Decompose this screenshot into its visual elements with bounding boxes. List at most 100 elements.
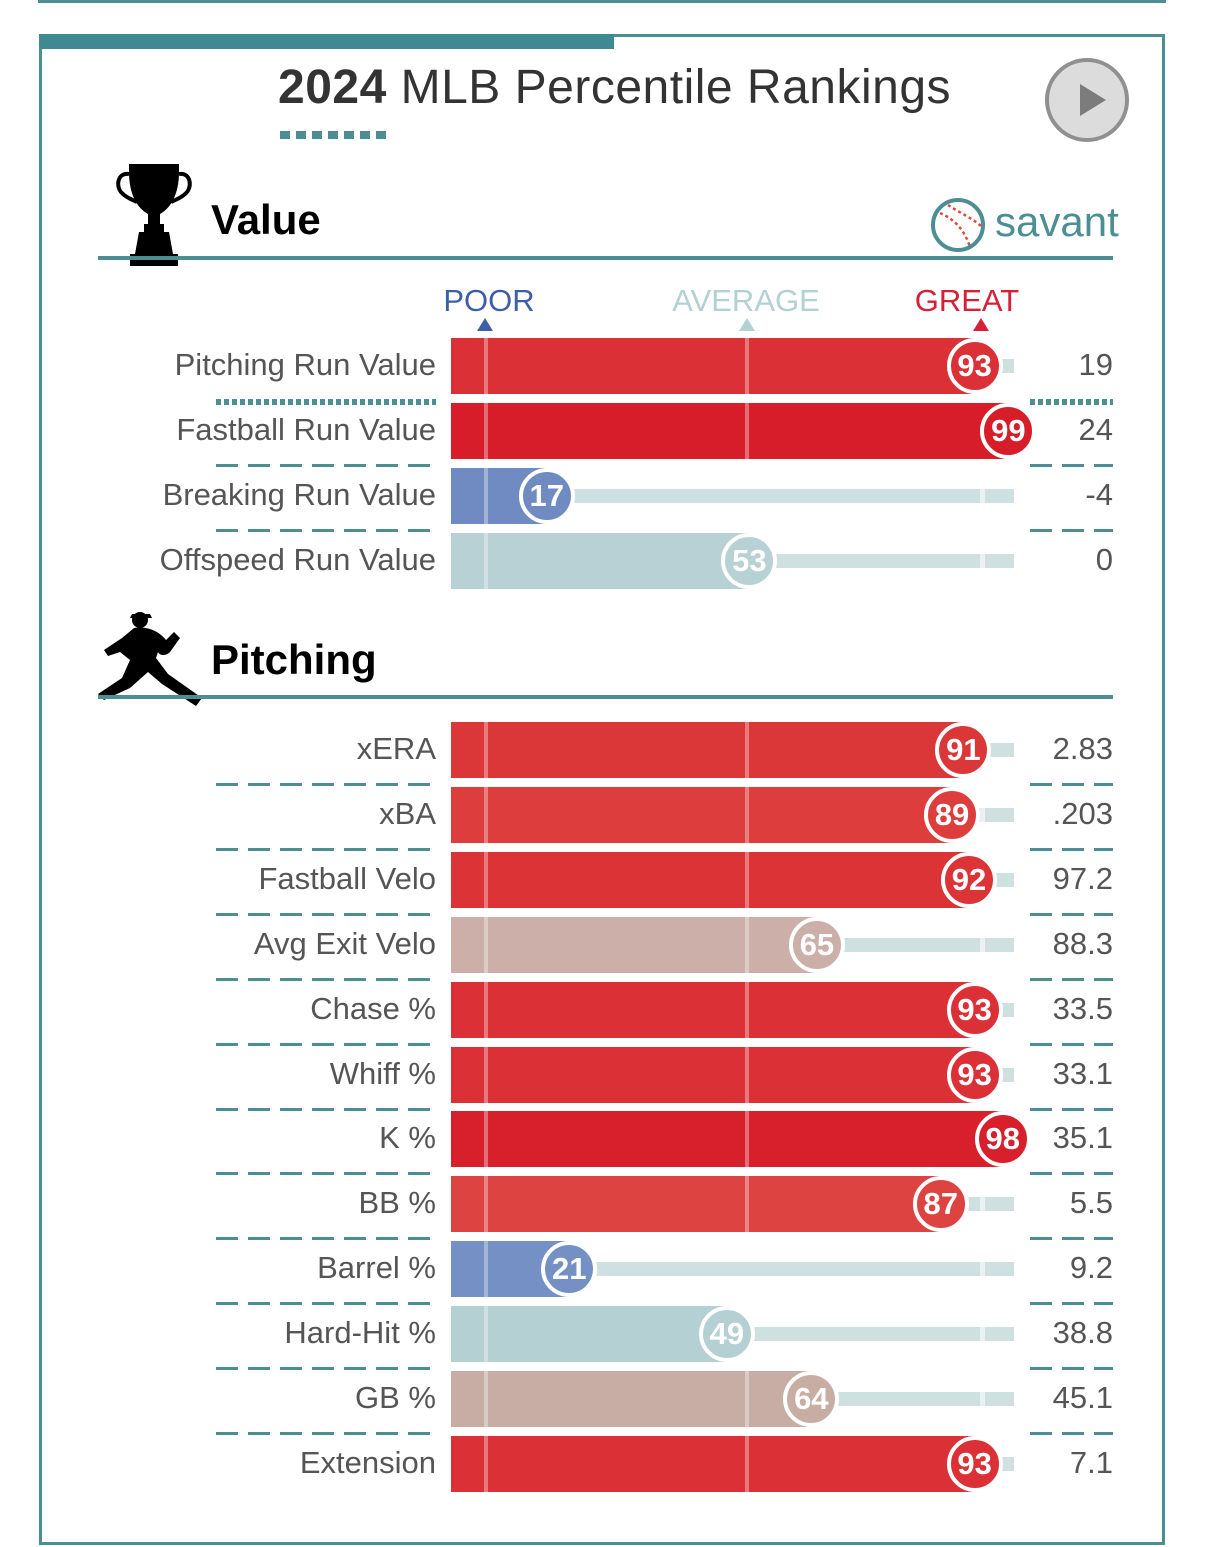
metric-value-extension: 7.1 <box>1069 1444 1113 1480</box>
row-separator-left-k <box>216 1172 436 1176</box>
percentile-barrel: 21 <box>541 1241 598 1298</box>
metric-value-k: 35.1 <box>1052 1120 1113 1156</box>
bar-gridline-whiff-0 <box>484 1046 488 1103</box>
title-year: 2024 <box>278 61 387 114</box>
metric-label-xera: xERA <box>356 731 436 766</box>
bar-gridline-xera-0 <box>484 722 488 778</box>
row-separator-left-breaking-run-value <box>216 528 436 532</box>
section-title-value: Value <box>211 196 321 243</box>
percentile-k: 98 <box>974 1111 1031 1168</box>
track-tick-barrel <box>980 1262 985 1277</box>
track-tick-xba <box>980 807 985 822</box>
percentile-offspeed-run-value: 53 <box>721 532 778 589</box>
row-separator-left-xba <box>216 847 436 851</box>
row-separator-right-fastball-velo <box>1030 912 1113 916</box>
metric-value-pitching-run-value: 19 <box>1078 347 1113 382</box>
row-separator-right-barrel <box>1030 1302 1113 1306</box>
bar-gridline-k-1 <box>745 1111 749 1168</box>
percentile-chase: 93 <box>946 981 1003 1038</box>
bar-gridline-whiff-1 <box>745 1046 749 1103</box>
row-separator-left-barrel <box>216 1302 436 1306</box>
play-button[interactable] <box>1045 58 1129 142</box>
row-separator-left-fastball-velo <box>216 912 436 916</box>
percentile-fastball-run-value: 99 <box>980 402 1037 459</box>
bar-whiff <box>451 1046 975 1103</box>
bar-gridline-chase-0 <box>484 981 488 1038</box>
bar-gridline-bb-1 <box>745 1176 749 1233</box>
percentile-gb: 64 <box>783 1371 840 1427</box>
metric-label-fastball-run-value: Fastball Run Value <box>176 411 436 447</box>
track-tick-breaking-run-value <box>980 488 985 503</box>
metric-value-hard-hit: 38.8 <box>1052 1315 1113 1351</box>
metric-label-offspeed-run-value: Offspeed Run Value <box>159 541 436 577</box>
metric-label-barrel: Barrel % <box>317 1250 436 1286</box>
percentile-bb: 87 <box>912 1176 969 1233</box>
track-breaking-run-value <box>451 488 1014 503</box>
metric-label-k: K % <box>379 1120 436 1156</box>
poor-marker-icon <box>477 318 493 331</box>
row-separator-left-bb <box>216 1237 436 1241</box>
metric-value-avg-exit-velo: 88.3 <box>1052 925 1113 961</box>
row-separator-left-whiff <box>216 1107 436 1111</box>
row-separator-right-xera <box>1030 783 1113 786</box>
track-tick-hard-hit <box>980 1327 985 1342</box>
bar-gridline-breaking-run-value-0 <box>484 467 488 524</box>
savant-baseball-icon <box>931 198 985 252</box>
title-underline <box>280 131 388 139</box>
bar-xera <box>451 722 964 778</box>
bar-bb <box>451 1176 941 1233</box>
metric-value-xba: .203 <box>1052 795 1113 831</box>
bar-gridline-hard-hit-0 <box>484 1306 488 1363</box>
metric-value-barrel: 9.2 <box>1069 1250 1113 1286</box>
row-separator-right-whiff <box>1030 1107 1113 1111</box>
row-separator-right-xba <box>1030 847 1113 851</box>
percentile-avg-exit-velo: 65 <box>788 916 845 973</box>
percentile-whiff: 93 <box>946 1046 1003 1103</box>
bar-avg-exit-velo <box>451 916 817 973</box>
row-separator-right-hard-hit <box>1030 1367 1113 1371</box>
metric-label-xba: xBA <box>379 795 436 831</box>
metric-value-gb: 45.1 <box>1052 1380 1113 1415</box>
metric-value-chase: 33.5 <box>1052 990 1113 1026</box>
card-accent-bar <box>39 34 614 49</box>
bar-gridline-fastball-velo-0 <box>484 851 488 908</box>
row-separator-right-fastball-run-value <box>1030 463 1113 467</box>
track-tick-avg-exit-velo <box>980 937 985 952</box>
bar-gridline-gb-1 <box>745 1371 749 1427</box>
bar-extension <box>451 1435 975 1492</box>
row-separator-right-pitching-run-value <box>1030 399 1113 405</box>
bar-gridline-xba-0 <box>484 786 488 843</box>
bar-gridline-bb-0 <box>484 1176 488 1233</box>
row-separator-left-chase <box>216 1042 436 1046</box>
metric-label-fastball-velo: Fastball Velo <box>258 860 437 896</box>
savant-brand-text: savant <box>995 198 1119 245</box>
title-text: MLB Percentile Rankings <box>386 61 952 114</box>
track-tick-gb <box>980 1392 985 1406</box>
bar-fastball-velo <box>451 851 969 908</box>
bar-hard-hit <box>451 1306 727 1363</box>
percentile-extension: 93 <box>946 1435 1003 1492</box>
percentile-xba: 89 <box>924 786 981 843</box>
percentile-xera: 91 <box>935 722 992 778</box>
track-tick-bb <box>980 1197 985 1212</box>
row-separator-left-xera <box>216 783 436 786</box>
row-separator-right-gb <box>1030 1432 1113 1435</box>
percentile-pitching-run-value: 93 <box>946 338 1003 394</box>
bar-offspeed-run-value <box>451 532 750 589</box>
row-separator-left-gb <box>216 1432 436 1435</box>
section-rule-pitching <box>98 695 1113 699</box>
metric-label-avg-exit-velo: Avg Exit Velo <box>253 925 436 961</box>
metric-label-extension: Extension <box>299 1444 436 1480</box>
metric-label-chase: Chase % <box>310 990 436 1026</box>
bar-gridline-fastball-run-value-0 <box>484 402 488 459</box>
row-separator-left-fastball-run-value <box>216 463 436 467</box>
bar-gridline-extension-0 <box>484 1435 488 1492</box>
row-separator-right-chase <box>1030 1042 1113 1046</box>
pitcher-icon <box>98 612 202 706</box>
metric-label-hard-hit: Hard-Hit % <box>284 1315 436 1351</box>
bar-gridline-barrel-0 <box>484 1241 488 1298</box>
bar-gridline-fastball-run-value-1 <box>745 402 749 459</box>
row-separator-left-pitching-run-value <box>216 399 436 405</box>
trophy-icon <box>116 164 192 266</box>
metric-value-breaking-run-value: -4 <box>1085 476 1113 512</box>
